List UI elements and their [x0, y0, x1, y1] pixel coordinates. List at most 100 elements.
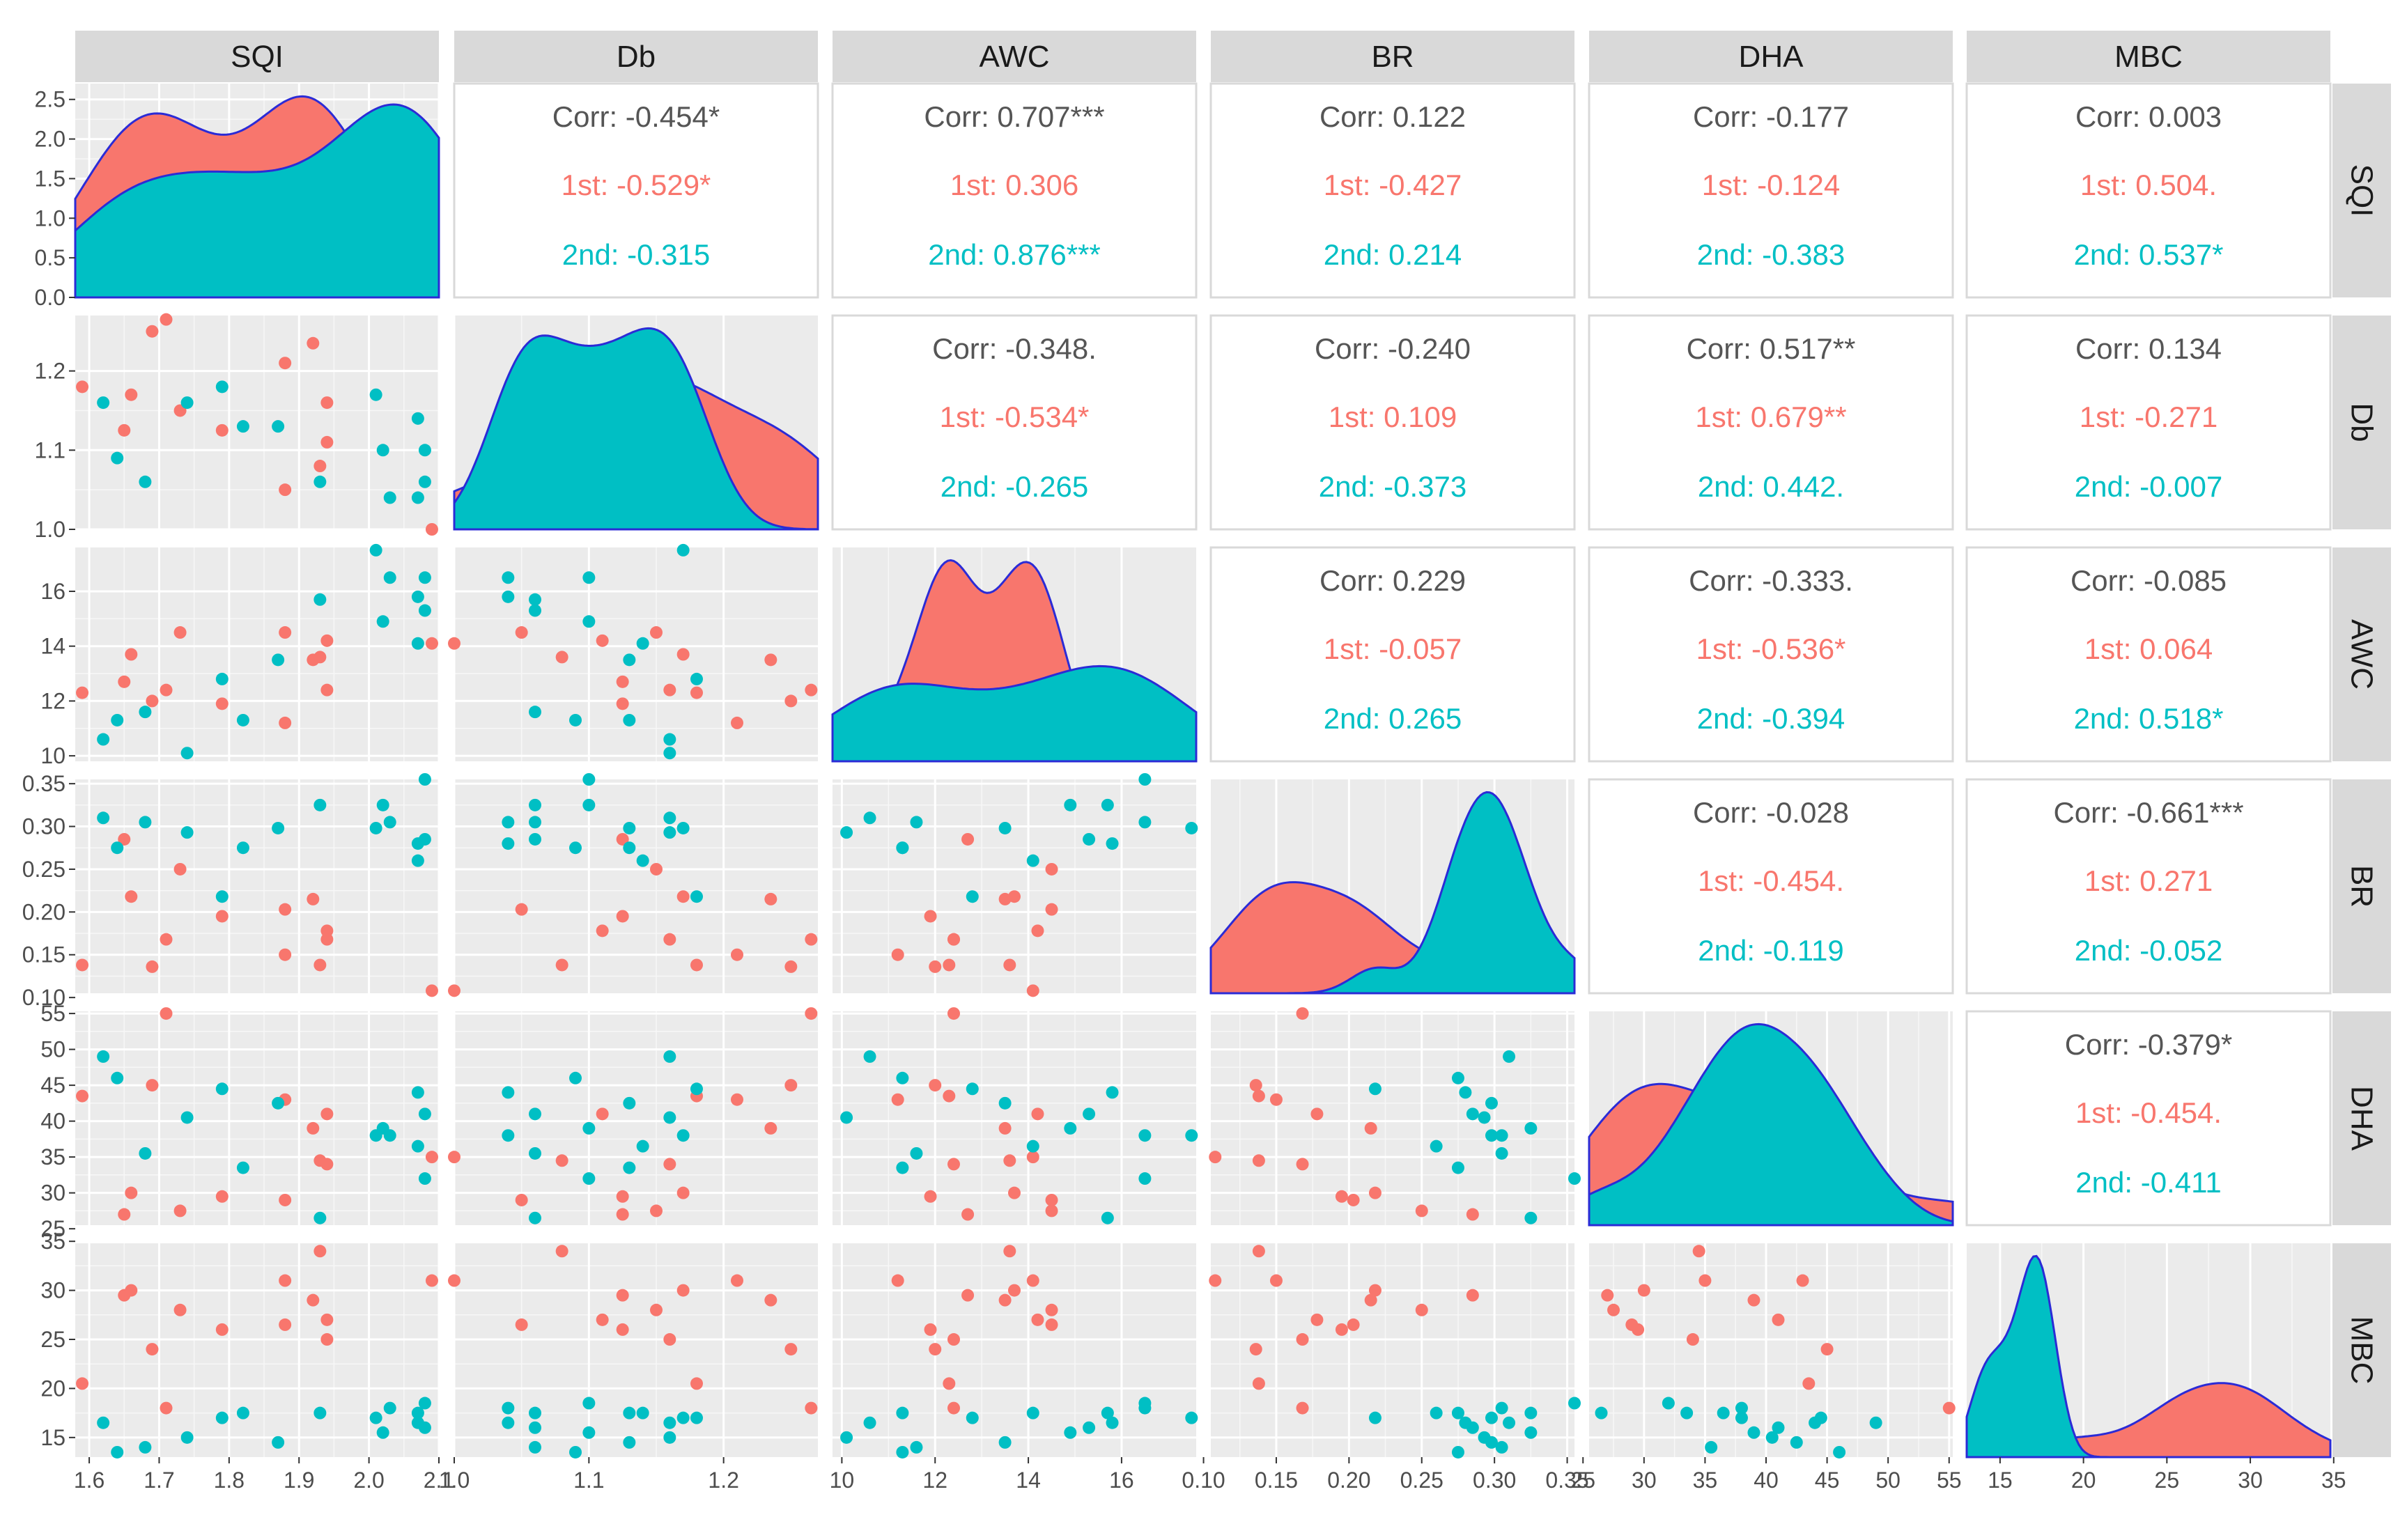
row-strip-sqi — [2332, 84, 2391, 297]
point-2nd — [1026, 854, 1039, 867]
x-tick-label: 1.2 — [708, 1468, 738, 1493]
point-2nd — [1809, 1416, 1822, 1429]
point-2nd — [1478, 1111, 1491, 1124]
point-2nd — [411, 1086, 424, 1099]
point-2nd — [1495, 1146, 1508, 1160]
point-1st — [690, 958, 703, 972]
point-1st — [998, 1293, 1012, 1307]
point-1st — [805, 1007, 818, 1020]
panel-dha-dha — [1588, 1011, 1954, 1227]
point-1st — [314, 1245, 327, 1258]
point-2nd — [966, 890, 979, 903]
point-1st — [160, 313, 173, 326]
point-2nd — [636, 1140, 649, 1153]
row-strip-br — [2332, 779, 2391, 993]
point-2nd — [676, 821, 690, 834]
y-tick-label: 0.35 — [22, 771, 65, 796]
point-1st — [1364, 1121, 1377, 1135]
point-1st — [1310, 1313, 1324, 1326]
point-1st — [1368, 1284, 1381, 1297]
point-1st — [1310, 1107, 1324, 1121]
point-2nd — [236, 1161, 249, 1174]
y-tick-label: 10 — [40, 743, 65, 768]
point-2nd — [1138, 1129, 1152, 1142]
point-1st — [1347, 1318, 1360, 1331]
point-1st — [215, 910, 229, 923]
row-strip-db — [2332, 316, 2391, 529]
point-1st — [279, 626, 292, 639]
point-2nd — [910, 1146, 923, 1160]
panel-awc-mbc — [1965, 546, 2332, 763]
point-1st — [1364, 1293, 1377, 1307]
point-2nd — [411, 590, 424, 603]
point-1st — [1045, 862, 1058, 876]
point-1st — [425, 1274, 438, 1287]
corr-2nd-label: 2nd: 0.265 — [1324, 702, 1462, 735]
point-1st — [764, 653, 777, 667]
point-2nd — [272, 1436, 285, 1449]
point-2nd — [369, 388, 382, 401]
panel-br-awc — [833, 773, 1198, 997]
x-tick-label: 25 — [1570, 1468, 1595, 1493]
x-tick-label: 1.9 — [284, 1468, 314, 1493]
corr-2nd-label: 2nd: -0.007 — [2075, 470, 2223, 503]
point-2nd — [690, 1082, 703, 1096]
point-2nd — [1368, 1082, 1381, 1096]
panel-awc-db — [448, 543, 818, 761]
point-1st — [1045, 903, 1058, 916]
point-2nd — [502, 590, 515, 603]
corr-panel-background — [1209, 314, 1576, 531]
point-1st — [173, 1303, 187, 1316]
point-2nd — [896, 1161, 909, 1174]
column-strip-db — [454, 31, 818, 82]
point-2nd — [582, 798, 596, 811]
point-1st — [1249, 1079, 1262, 1092]
panel-background — [833, 1243, 1196, 1457]
panel-db-mbc — [1965, 314, 2332, 531]
point-2nd — [236, 841, 249, 855]
point-1st — [616, 1289, 629, 1302]
point-1st — [650, 862, 663, 876]
point-2nd — [111, 841, 124, 855]
point-1st — [118, 675, 131, 688]
point-2nd — [896, 841, 909, 855]
row-strip-dha — [2332, 1011, 2391, 1225]
panel-db-dha — [1588, 314, 1954, 531]
point-2nd — [376, 1426, 389, 1439]
point-2nd — [529, 1211, 541, 1224]
panel-dha-sqi — [75, 1007, 440, 1225]
point-1st — [1003, 958, 1016, 972]
corr-panel-background — [1209, 546, 1576, 763]
corr-1st-label: 1st: 0.271 — [2084, 864, 2213, 897]
point-2nd — [180, 747, 194, 760]
point-2nd — [1083, 832, 1096, 846]
corr-panel-background — [1588, 82, 1954, 299]
column-strip-dha — [1589, 31, 1953, 82]
point-2nd — [180, 1431, 194, 1444]
point-2nd — [139, 816, 152, 829]
point-2nd — [896, 1445, 909, 1459]
point-1st — [1625, 1318, 1639, 1331]
point-2nd — [582, 1121, 596, 1135]
point-1st — [943, 958, 956, 972]
x-tick-label: 0.10 — [1182, 1468, 1225, 1493]
point-2nd — [1790, 1436, 1803, 1449]
point-1st — [1466, 1208, 1479, 1221]
point-1st — [947, 1333, 960, 1346]
y-tick-label: 55 — [40, 1001, 65, 1026]
corr-overall-label: Corr: -0.085 — [2071, 564, 2227, 597]
column-strip-label: DHA — [1739, 40, 1804, 74]
point-1st — [320, 634, 334, 647]
point-1st — [146, 1079, 159, 1092]
point-1st — [616, 675, 629, 688]
point-2nd — [863, 811, 876, 825]
corr-2nd-label: 2nd: -0.315 — [562, 238, 711, 271]
point-1st — [448, 984, 460, 997]
corr-1st-label: 1st: -0.057 — [1324, 632, 1462, 665]
point-1st — [998, 1121, 1012, 1135]
point-1st — [1601, 1289, 1614, 1302]
point-1st — [943, 1377, 956, 1390]
point-2nd — [236, 713, 249, 726]
y-tick-label: 30 — [40, 1278, 65, 1303]
point-2nd — [1138, 1172, 1152, 1185]
